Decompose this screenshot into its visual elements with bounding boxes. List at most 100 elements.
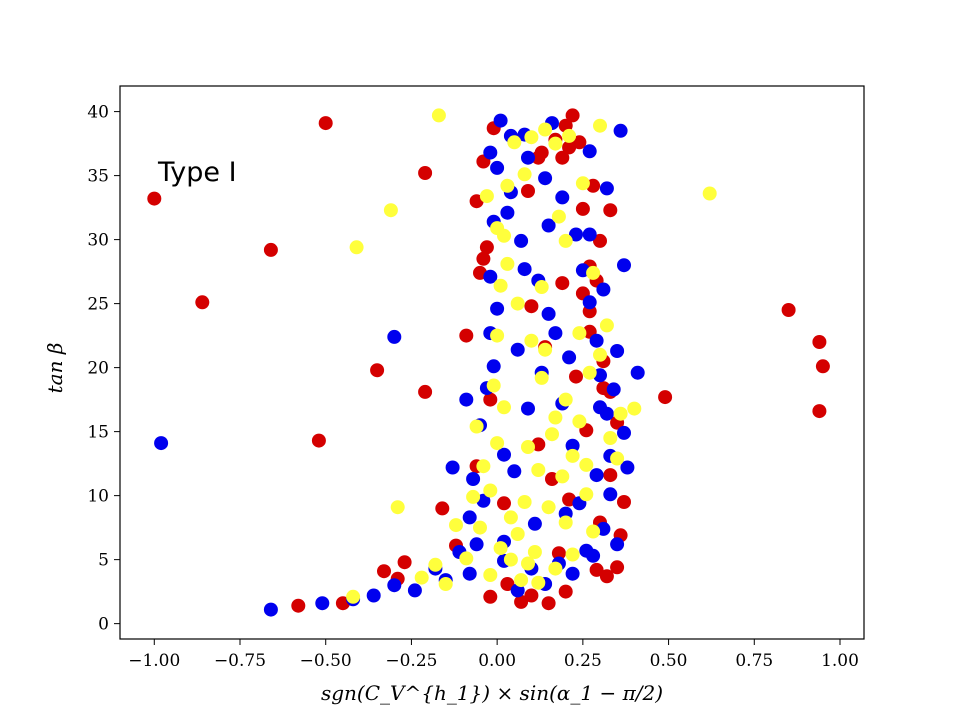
point-red-47 [812,335,827,349]
point-blue-79 [507,464,522,479]
point-red-1 [195,295,210,310]
x-tick-label: 0.25 [564,651,602,671]
point-yellow-10 [486,378,501,393]
point-red-3 [318,116,333,131]
point-yellow-48 [500,256,515,271]
y-tick-label: 35 [87,167,109,187]
point-blue-84 [562,350,577,365]
point-yellow-61 [466,489,481,504]
point-red-2 [263,242,278,257]
point-yellow-40 [565,547,580,562]
point-yellow-67 [538,342,553,357]
y-tick-label: 5 [98,551,109,571]
point-yellow-57 [555,469,570,484]
point-blue-14 [483,269,498,284]
point-blue-21 [555,190,570,205]
point-red-8 [418,384,433,399]
series-red [147,108,830,613]
point-blue-53 [548,326,563,341]
point-blue-10 [466,472,481,486]
point-blue-77 [593,400,607,415]
point-red-55 [599,569,614,584]
point-blue-59 [459,392,474,407]
point-yellow-30 [582,365,597,380]
point-yellow-27 [627,401,642,416]
point-yellow-6 [459,551,474,566]
point-blue-2 [315,596,330,611]
point-yellow-55 [521,556,535,571]
point-blue-44 [579,543,594,558]
point-blue-41 [617,425,631,440]
point-yellow-32 [545,427,559,442]
x-tick-label: −0.75 [214,651,266,671]
point-red-5 [291,598,306,613]
point-red-40 [514,594,529,609]
point-blue-19 [521,150,535,165]
point-yellow-14 [500,178,515,193]
point-red-18 [483,589,498,604]
point-yellow-25 [599,318,614,333]
point-yellow-73 [579,457,594,472]
point-blue-63 [610,537,625,552]
point-blue-22 [569,227,583,242]
point-yellow-59 [497,400,511,415]
point-red-0 [147,191,162,206]
plot-frame [119,85,865,640]
point-red-36 [610,560,625,575]
point-blue-37 [582,227,597,242]
point-yellow-31 [558,392,573,407]
point-red-6 [370,363,385,378]
point-blue-39 [610,344,625,358]
point-yellow-37 [514,573,529,588]
x-axis-label: sgn(C_V^{h_1}) × sin(α_1 − π/2) [321,681,663,705]
point-blue-6 [407,583,422,598]
point-blue-20 [538,171,553,186]
y-tick-label: 20 [87,359,109,379]
point-red-70 [524,299,539,314]
point-blue-65 [510,342,525,357]
x-tick-label: 1.00 [821,651,859,671]
type-annotation: Type I [157,157,237,188]
point-yellow-21 [593,118,607,133]
point-blue-17 [493,113,508,128]
point-yellow-53 [346,589,361,604]
point-red-68 [569,369,583,384]
point-yellow-23 [586,265,601,280]
point-yellow-15 [507,135,522,150]
point-blue-24 [582,295,597,310]
y-tick-label: 40 [87,103,109,123]
point-blue-42 [620,460,635,475]
point-yellow-70 [483,568,498,582]
x-tick-label: −0.25 [385,651,437,671]
point-yellow-60 [476,459,491,474]
point-red-27 [575,201,590,216]
point-blue-62 [387,578,402,593]
x-tick-label: 0.00 [478,651,516,671]
point-red-11 [377,564,391,579]
point-yellow-24 [572,326,587,341]
point-blue-1 [263,602,278,617]
point-blue-32 [565,566,580,581]
point-yellow-0 [431,108,446,123]
x-tick-label: 0.75 [735,651,773,671]
point-red-13 [476,251,491,266]
point-blue-66 [490,301,505,316]
y-tick-label: 10 [87,487,109,507]
point-blue-75 [582,144,597,159]
point-yellow-68 [593,347,607,362]
point-yellow-17 [538,122,553,137]
point-yellow-16 [524,130,539,145]
point-blue-29 [603,487,618,502]
point-red-62 [459,328,474,343]
point-yellow-18 [548,136,563,151]
point-red-9 [435,501,450,516]
point-yellow-39 [548,561,563,576]
point-yellow-50 [469,419,484,434]
point-yellow-9 [490,436,505,451]
point-yellow-64 [551,209,566,224]
point-yellow-33 [531,463,546,477]
point-yellow-20 [575,176,590,191]
point-red-37 [589,562,604,577]
y-tick-label: 25 [87,295,109,315]
